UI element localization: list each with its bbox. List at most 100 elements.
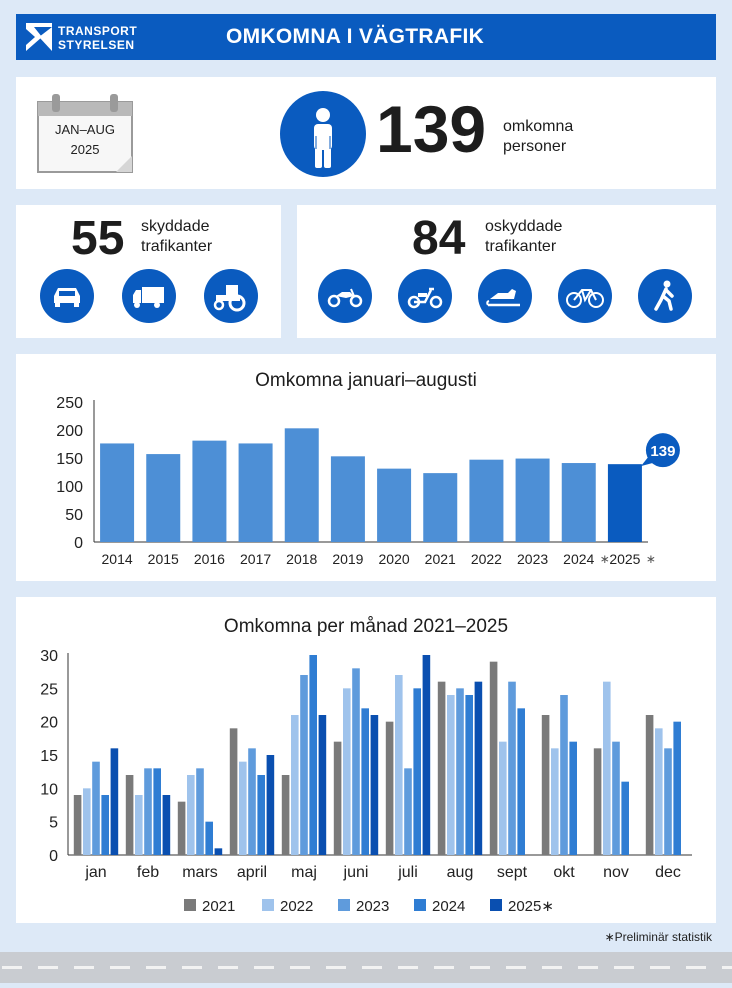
bar-aug-2021 — [437, 681, 446, 855]
bar-feb-2022 — [135, 795, 143, 855]
bar-jan-2024 — [101, 795, 109, 855]
person-icon — [280, 91, 366, 177]
bar-okt-2024 — [569, 741, 577, 855]
y-tick-label: 0 — [49, 848, 58, 865]
bar-maj-2023 — [300, 675, 308, 855]
bar-dec-2024 — [673, 721, 681, 855]
unprotected-count: 84 — [412, 212, 466, 265]
bar-dec-2021 — [645, 715, 654, 855]
period-line-2: 2025 — [70, 142, 100, 157]
y-tick-label: 150 — [56, 451, 83, 468]
monthly-chart-card: Omkomna per månad 2021–2025 0 5 10 15 20 25 30… — [16, 597, 716, 923]
y-tick-label: 200 — [56, 423, 83, 440]
pedestrian-icon — [638, 269, 692, 323]
highlight-callout: 139 — [640, 433, 680, 468]
bar-april-2022 — [239, 761, 247, 855]
footnote: ∗Preliminär statistik — [604, 930, 712, 944]
bar-juli-2025 — [422, 655, 431, 855]
highlight-label: 139 — [650, 443, 675, 460]
total-label-line-2: personer — [503, 138, 567, 155]
y-tick-label: 0 — [74, 535, 83, 552]
protected-label-line-2: trafikanter — [141, 238, 213, 255]
legend-swatch — [262, 899, 274, 911]
logo-line-1: TRANSPORT — [58, 24, 138, 38]
bar-juli-2024 — [413, 688, 421, 855]
x-tick-label: 2025 — [609, 551, 640, 567]
bar-mars-2022 — [187, 775, 195, 855]
legend-label: 2021 — [202, 898, 235, 915]
y-tick-label: 250 — [56, 395, 83, 412]
monthly-chart-title: Omkomna per månad 2021–2025 — [223, 616, 509, 637]
bar-juni-2021 — [333, 741, 342, 855]
annual-chart-title: Omkomna januari–augusti — [255, 370, 477, 391]
bar-jan-2025 — [110, 748, 119, 855]
unprotected-label: oskyddade trafikanter — [485, 217, 562, 257]
legend-label: 2025∗ — [508, 898, 554, 915]
x-tick-label: 2017 — [240, 551, 271, 567]
bar-2018 — [284, 428, 319, 542]
moped-icon — [398, 269, 452, 323]
legend-label: 2023 — [356, 898, 389, 915]
x-tick-label: juni — [343, 864, 369, 881]
x-tick-label: 2020 — [379, 551, 410, 567]
bar-aug-2023 — [456, 688, 464, 855]
legend-swatch — [338, 899, 350, 911]
x-tick-label: 2024 — [563, 551, 594, 567]
logo-mark-icon — [26, 23, 52, 51]
bar-sept-2024 — [517, 708, 525, 855]
tractor-icon — [204, 269, 258, 323]
legend-label: 2022 — [280, 898, 313, 915]
annual-chart-card: Omkomna januari–augusti 0 50 100 150 200 250 2… — [16, 354, 716, 581]
total-deaths-value: 139 — [376, 92, 487, 166]
bar-dec-2023 — [664, 748, 672, 855]
truck-icon — [122, 269, 176, 323]
y-tick-label: 100 — [56, 479, 83, 496]
bar-2019 — [330, 456, 365, 542]
bar-aug-2025 — [474, 681, 483, 855]
bar-2017 — [238, 443, 273, 542]
x-tick-label: jan — [84, 864, 106, 881]
bar-feb-2023 — [144, 768, 152, 855]
logo-line-2: STYRELSEN — [58, 38, 135, 52]
legend: 2021 2022 2023 2024 2025∗ — [184, 898, 554, 915]
transportstyrelsen-logo: TRANSPORT STYRELSEN — [26, 23, 146, 53]
bar-okt-2023 — [560, 695, 568, 855]
bar-juli-2022 — [395, 675, 403, 855]
x-tick-label: feb — [137, 864, 159, 881]
y-tick-label: 30 — [40, 648, 58, 665]
bar-okt-2022 — [551, 748, 559, 855]
legend-label: 2024 — [432, 898, 465, 915]
bar-jan-2022 — [83, 788, 91, 855]
bar-mars-2024 — [205, 821, 213, 855]
bar-maj-2021 — [281, 775, 290, 855]
bar-mars-2021 — [177, 801, 186, 855]
protected-count: 55 — [71, 212, 125, 265]
bar-maj-2024 — [309, 655, 317, 855]
header-bar: TRANSPORT STYRELSEN OMKOMNA I VÄGTRAFIK — [16, 14, 716, 60]
bar-april-2023 — [248, 748, 256, 855]
x-tick-label: sept — [497, 864, 528, 881]
total-label: omkomna personer — [503, 117, 573, 157]
x-tick-label: 2015 — [148, 551, 179, 567]
x-tick-label: 2018 — [286, 551, 317, 567]
bar-okt-2021 — [541, 715, 550, 855]
bar-nov-2024 — [621, 781, 629, 855]
bar-sept-2023 — [508, 681, 516, 855]
calendar-icon: JAN–AUG 2025 — [36, 92, 133, 173]
x-tick-label: 2022 — [471, 551, 502, 567]
bar-dec-2022 — [655, 728, 663, 855]
bar-juni-2025 — [370, 715, 379, 855]
bar-jan-2023 — [92, 761, 100, 855]
bicycle-icon — [558, 269, 612, 323]
protected-label: skyddade trafikanter — [141, 217, 212, 257]
unprotected-label-line-2: trafikanter — [485, 238, 557, 255]
x-tick-label: 2023 — [517, 551, 548, 567]
snowmobile-icon — [478, 269, 532, 323]
bar-2024 — [561, 463, 596, 542]
bar-juli-2023 — [404, 768, 412, 855]
x-tick-label: 2014 — [102, 551, 133, 567]
bar-2022 — [469, 459, 504, 542]
x-tick-label: april — [237, 864, 267, 881]
monthly-chart: 0 5 10 15 20 25 30 jan feb mars april maj juni juli au… — [40, 648, 692, 915]
x-tick-label: mars — [182, 864, 218, 881]
